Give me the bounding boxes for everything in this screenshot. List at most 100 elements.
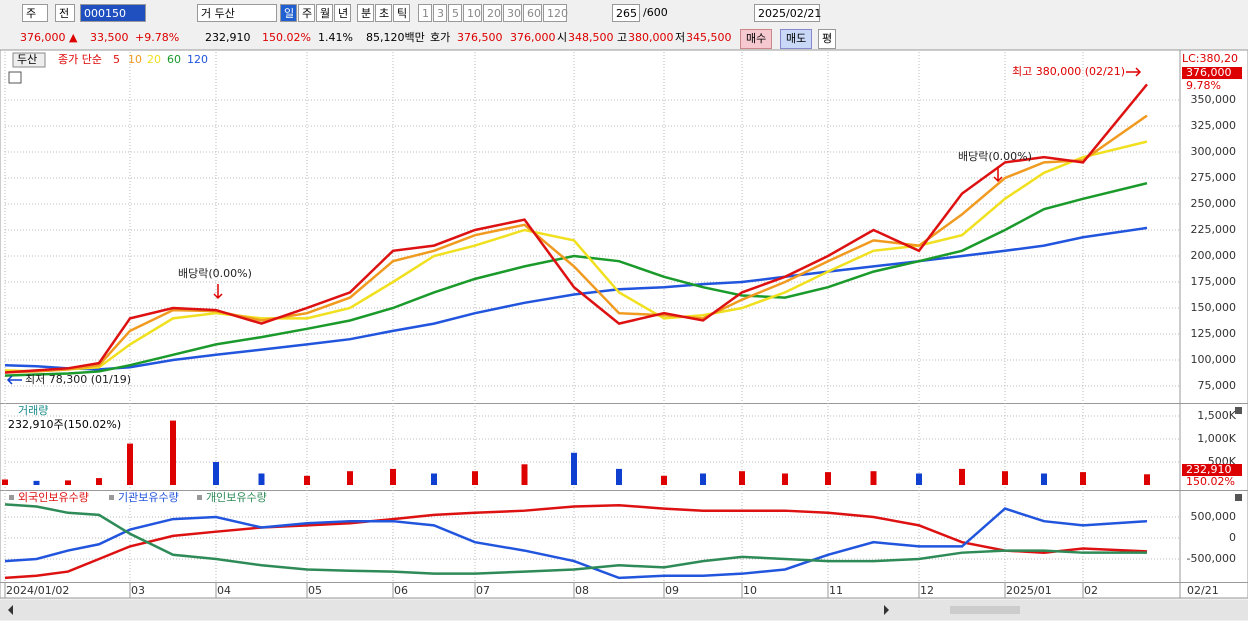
- bid: 376,000: [510, 31, 556, 44]
- volume: 232,910: [205, 31, 251, 44]
- toolbar-button[interactable]: 일: [280, 4, 297, 22]
- volume-bar: [1080, 472, 1086, 485]
- volume-bar: [616, 468, 622, 485]
- legend-item: 60: [167, 53, 181, 66]
- buy-button[interactable]: 매수: [740, 29, 773, 49]
- y-tick-label: 150,000: [1191, 301, 1237, 314]
- price-label: 376,000: [1186, 66, 1232, 79]
- y-tick-label: 175,000: [1191, 275, 1237, 288]
- volume-bar: [472, 471, 478, 485]
- volume-bar: [521, 464, 528, 485]
- x-tick-label: 08: [575, 584, 589, 597]
- chart-bg: [0, 49, 1248, 599]
- y-tick-label: 325,000: [1191, 119, 1237, 132]
- toolbar-button[interactable]: 60: [523, 4, 542, 22]
- open: 348,500: [568, 31, 614, 44]
- high: 380,000: [628, 31, 674, 44]
- ask: 376,500: [457, 31, 503, 44]
- panel-icon[interactable]: [1235, 494, 1242, 501]
- volume-bar: [916, 473, 922, 485]
- series-line: [4, 114, 1148, 374]
- high-label: 고: [617, 31, 628, 44]
- x-tick-label: 12: [920, 584, 934, 597]
- series-line: [4, 503, 1148, 580]
- series-line: [4, 140, 1148, 373]
- legend-box: [12, 52, 46, 68]
- volume-bar: [1002, 471, 1008, 485]
- x-tick-label: 04: [217, 584, 231, 597]
- y-tick-label: 225,000: [1191, 223, 1237, 236]
- volume-bar: [571, 452, 577, 485]
- low-label: 저: [675, 31, 686, 44]
- volume-bar: [390, 468, 396, 485]
- sell-button[interactable]: 매도: [780, 29, 813, 49]
- series-line: [4, 83, 1148, 374]
- legend-item: 외국인보유수량: [18, 491, 89, 504]
- toolbar-button[interactable]: 5: [448, 4, 462, 22]
- toolbar-button[interactable]: 초: [375, 4, 392, 22]
- legend-item: 기관보유수량: [118, 491, 179, 504]
- open-label: 시: [557, 31, 568, 44]
- volume-bar: [127, 443, 133, 485]
- y-tick-label: 350,000: [1191, 93, 1237, 106]
- volume-bar: [870, 471, 877, 485]
- name-input[interactable]: 거 두산: [197, 4, 277, 22]
- zoom-slider[interactable]: [950, 606, 1020, 614]
- legend-swatch: [197, 495, 202, 500]
- x-tick-label: 10: [743, 584, 757, 597]
- scroll-left[interactable]: [8, 605, 13, 615]
- y-tick-label: 275,000: [1191, 171, 1237, 184]
- price: 376,000 ▲: [20, 31, 78, 44]
- volume-bar: [700, 473, 706, 485]
- toolbar-button[interactable]: 분: [357, 4, 374, 22]
- annotation-arrow: [993, 167, 1003, 183]
- toolbar-button[interactable]: 월: [316, 4, 333, 22]
- toolbar-button[interactable]: 120: [543, 4, 568, 22]
- y-tick-label: 500,000: [1191, 510, 1237, 523]
- eval-button[interactable]: 평: [818, 29, 837, 49]
- count-input[interactable]: 265: [612, 4, 640, 22]
- code-input[interactable]: 000150: [80, 4, 146, 22]
- last-close-label: LC:380,20: [1182, 52, 1238, 65]
- x-tick-label: 05: [308, 584, 322, 597]
- annotation: 최고 380,000 (02/21): [1012, 65, 1125, 78]
- volume-bar: [2, 479, 8, 485]
- toolbar-button[interactable]: 20: [483, 4, 502, 22]
- volume-title: 거래량: [18, 404, 48, 417]
- market-select[interactable]: 주: [22, 4, 48, 22]
- panel-icon[interactable]: [1235, 407, 1242, 414]
- toolbar-button[interactable]: 년: [334, 4, 351, 22]
- volume-bar: [33, 480, 40, 485]
- scroll-right[interactable]: [884, 605, 889, 615]
- volume-bar: [347, 471, 353, 485]
- legend-item: 120: [187, 53, 208, 66]
- prev-button[interactable]: 전: [55, 4, 75, 22]
- toolbar-button[interactable]: 주: [298, 4, 315, 22]
- toolbar-button[interactable]: 10: [463, 4, 482, 22]
- legend-item: 개인보유수량: [206, 491, 267, 504]
- toolbar-button[interactable]: 틱: [393, 4, 410, 22]
- volume-bar: [825, 472, 831, 485]
- y-tick-label: 0: [1229, 531, 1236, 544]
- date-input[interactable]: 2025/02/21: [754, 4, 821, 22]
- toolbar-button[interactable]: 1: [418, 4, 432, 22]
- y-tick-label: 1,500K: [1197, 409, 1236, 422]
- scrollbar[interactable]: [0, 600, 1248, 620]
- toolbar-button[interactable]: 30: [503, 4, 522, 22]
- volume-bar: [1144, 474, 1150, 485]
- legend-item: 20: [147, 53, 161, 66]
- volume-bar: [739, 471, 745, 485]
- volume-box: [1182, 464, 1242, 476]
- panel-icon[interactable]: [8, 71, 22, 84]
- volume-bar: [782, 473, 788, 485]
- x-tick-label: 03: [131, 584, 145, 597]
- x-tick-label: 07: [476, 584, 490, 597]
- volume-bar: [170, 420, 176, 485]
- annotation-arrow: [213, 284, 223, 300]
- volume-ratio-label: 150.02%: [1186, 475, 1235, 488]
- legend-item: 10: [128, 53, 142, 66]
- y-tick-label: -500,000: [1187, 552, 1236, 565]
- toolbar-button[interactable]: 3: [433, 4, 447, 22]
